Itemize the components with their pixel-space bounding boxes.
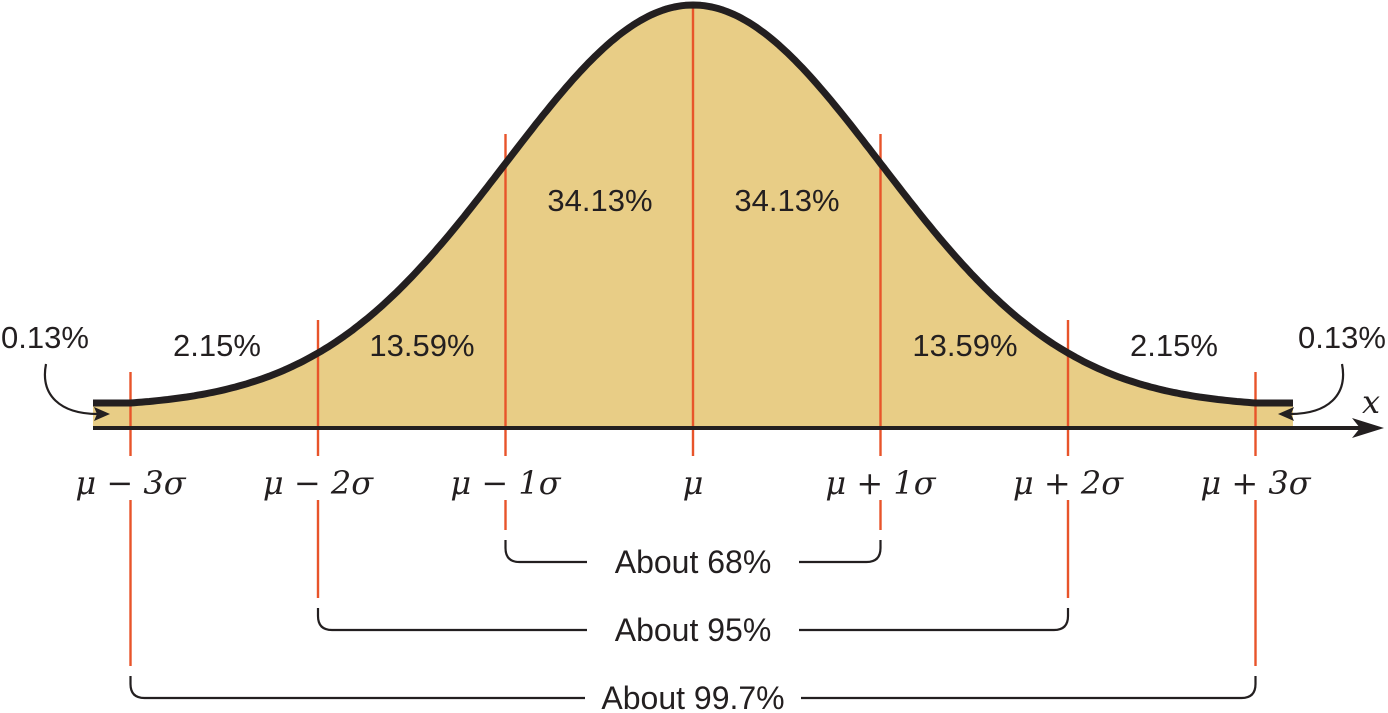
range-bracket: About 68%: [504, 540, 882, 580]
sd-tick-label: μ + 1σ: [825, 464, 936, 502]
region-label: 0.13%: [1298, 320, 1386, 355]
normal-curve: [93, 1, 1293, 407]
sd-tick-label: μ: [683, 464, 704, 502]
bracket-right-arm: [801, 676, 1257, 700]
bracket-left-arm: [129, 676, 585, 700]
bracket-label: About 99.7%: [601, 680, 784, 713]
range-brackets: About 68% About 95% About 99.7%: [129, 540, 1257, 713]
range-bracket: About 95%: [316, 608, 1070, 648]
sd-tick-label: μ − 1σ: [450, 464, 561, 502]
sd-lines: [129, 8, 1257, 666]
bracket-label: About 68%: [615, 544, 772, 580]
bracket-left-arm: [316, 608, 587, 632]
region-label: 13.59%: [369, 328, 474, 363]
range-bracket: About 99.7%: [129, 676, 1257, 713]
bracket-left-arm: [504, 540, 587, 564]
bracket-right-arm: [799, 608, 1070, 632]
region-label: 34.13%: [547, 183, 652, 218]
region-label: 2.15%: [173, 328, 261, 363]
sd-tick-label: μ + 2σ: [1013, 464, 1124, 502]
right-tail-arrow: [1289, 363, 1345, 416]
region-percentage-labels: 0.13% 2.15% 13.59% 34.13% 34.13% 13.59% 2.15% 0…: [1, 183, 1386, 363]
left-tail-arrowhead: [94, 407, 110, 421]
x-axis-arrowhead: [1352, 418, 1384, 438]
region-label: 0.13%: [1, 320, 89, 355]
sd-tick-label: μ − 3σ: [75, 464, 186, 502]
bracket-label: About 95%: [615, 612, 772, 648]
sd-tick-label: μ − 2σ: [263, 464, 374, 502]
left-tail-arrow: [43, 363, 99, 416]
region-label: 34.13%: [734, 183, 839, 218]
bracket-right-arm: [799, 540, 882, 564]
tail-arrows: [43, 363, 1345, 421]
right-tail-arrowhead: [1278, 407, 1294, 421]
region-label: 13.59%: [912, 328, 1017, 363]
sd-tick-labels: μ − 3σ μ − 2σ μ − 1σ μ μ + 1σ μ + 2σ μ + 3σ: [75, 464, 1311, 502]
x-axis-variable-label: x: [1362, 383, 1380, 421]
region-label: 2.15%: [1130, 328, 1218, 363]
sd-tick-label: μ + 3σ: [1200, 464, 1311, 502]
